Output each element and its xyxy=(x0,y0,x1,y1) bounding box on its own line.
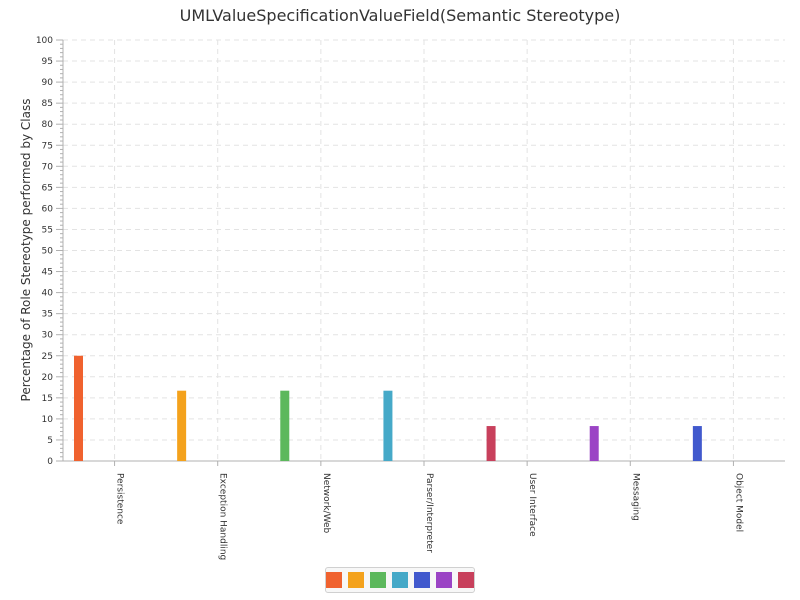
category-label: User Interface xyxy=(527,473,537,537)
y-tick-label: 75 xyxy=(42,141,53,151)
legend-swatch xyxy=(436,572,452,588)
y-tick-label: 60 xyxy=(42,204,54,214)
grid-lines xyxy=(63,39,785,462)
y-tick-label: 45 xyxy=(42,268,53,278)
bar xyxy=(177,390,187,461)
y-tick-label: 80 xyxy=(42,120,54,130)
category-label: Exception Handling xyxy=(218,473,228,560)
legend-swatch xyxy=(458,572,474,588)
legend xyxy=(325,567,475,593)
chart-title: UMLValueSpecificationValueField(Semantic… xyxy=(179,6,621,25)
y-tick-label: 95 xyxy=(42,57,53,67)
category-label: Object Model xyxy=(733,473,743,532)
bar xyxy=(486,426,496,461)
bar xyxy=(589,426,599,461)
y-tick-label: 100 xyxy=(36,36,53,46)
y-tick-label: 90 xyxy=(42,78,54,88)
y-tick-label: 35 xyxy=(42,310,53,320)
y-tick-label: 85 xyxy=(42,99,53,109)
y-tick-label: 30 xyxy=(42,331,54,341)
legend-swatch xyxy=(392,572,408,588)
y-tick-label: 40 xyxy=(42,289,54,299)
y-tick-label: 15 xyxy=(42,394,53,404)
category-labels: Persistence Exception Handling Network/Web… xyxy=(115,473,744,560)
bar xyxy=(383,390,393,461)
category-label: Network/Web xyxy=(321,473,331,534)
bar xyxy=(280,390,290,461)
y-tick-label: 50 xyxy=(42,247,54,257)
axes xyxy=(56,39,785,466)
bar xyxy=(74,355,83,461)
legend-swatch xyxy=(348,572,364,588)
bars xyxy=(74,355,702,461)
category-label: Persistence xyxy=(115,473,125,525)
y-tick-label: 5 xyxy=(47,436,53,446)
y-tick-label: 65 xyxy=(42,183,53,193)
y-tick-label: 55 xyxy=(42,225,53,235)
y-tick-labels: 0 5 10 15 20 25 30 35 40 45 50 55 60 65 70 75 80 85 90 95 10… xyxy=(36,36,53,467)
y-tick-label: 25 xyxy=(42,352,53,362)
bar xyxy=(692,426,702,461)
y-tick-label: 70 xyxy=(42,162,54,172)
y-tick-label: 20 xyxy=(42,373,54,383)
y-tick-label: 0 xyxy=(47,457,53,467)
legend-swatch xyxy=(370,572,386,588)
category-label: Messaging xyxy=(630,473,640,521)
y-tick-label: 10 xyxy=(42,415,54,425)
legend-swatch xyxy=(326,572,342,588)
legend-swatch xyxy=(414,572,430,588)
category-label: Parser/Interpreter xyxy=(424,473,434,553)
